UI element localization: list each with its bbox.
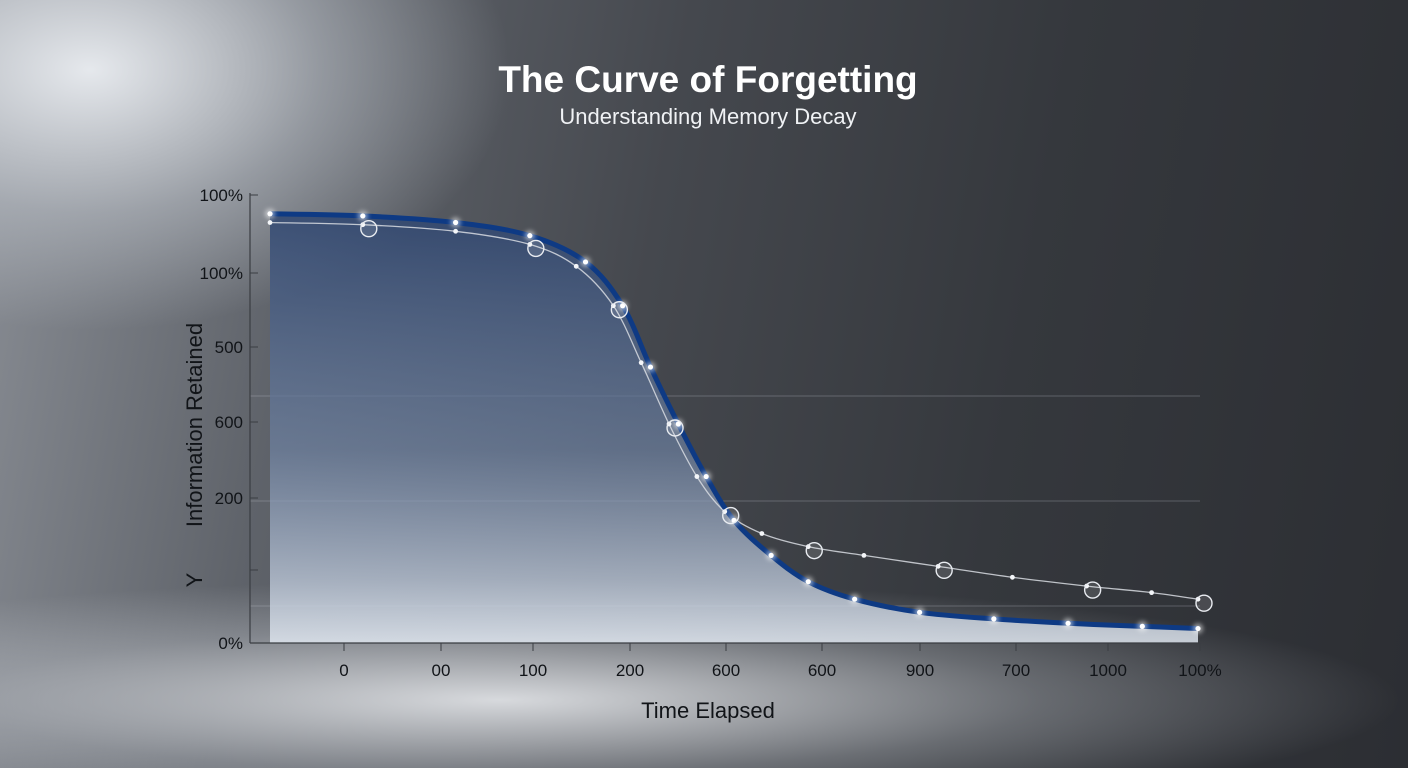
data-point [852,596,858,602]
data-point [991,616,997,622]
x-tick-label: 1000 [1089,661,1127,680]
reference-point [267,220,273,225]
data-point [768,552,774,559]
x-tick-label: 0 [339,661,348,680]
reference-point [759,531,765,536]
memory-bubble-icon [805,541,823,560]
data-point [675,421,681,427]
data-point [1195,625,1201,632]
x-ticks: 0 00 100 200 600 600 900 700 1000 100% [339,643,1222,680]
series-line-retention [267,211,1201,631]
y-tick-label: 600 [215,413,243,432]
reference-point [453,228,458,234]
series-line-reference [269,221,1199,600]
series-layer [267,211,1201,631]
data-point [647,364,654,370]
reference-point [694,474,700,479]
data-point [805,579,811,585]
markers-layer [265,208,1213,634]
y-ticks: 100% 100% 500 600 200 0% [200,186,258,653]
x-tick-label: 700 [1002,661,1030,680]
memory-bubble-icon [722,506,740,525]
data-point [582,259,589,265]
reference-point [573,263,579,269]
y-axis-prefix: Y [182,572,207,587]
x-axis-title: Time Elapsed [641,698,775,723]
chart-subtitle: Understanding Memory Decay [559,104,856,129]
reference-point [638,360,644,366]
data-point [917,609,923,615]
y-tick-label: 200 [215,489,243,508]
y-tick-label: 100% [200,186,243,205]
data-point [453,219,459,226]
data-point [527,233,533,239]
x-tick-label: 200 [616,661,644,680]
y-tick-label: 100% [200,264,243,283]
data-point [1065,620,1071,626]
x-tick-label: 900 [906,661,934,680]
memory-bubble-icon [360,220,378,238]
data-point [267,211,273,217]
reference-point [861,553,867,558]
memory-bubble-icon [527,239,545,258]
memory-bubble-icon [610,301,629,319]
memory-bubble-icon [1195,594,1213,612]
x-tick-label: 00 [432,661,451,680]
data-point [360,213,366,219]
x-tick-label: 100% [1178,661,1221,680]
data-point [1139,623,1145,629]
reference-point [1149,590,1154,596]
memory-bubble-icon [935,561,953,580]
y-tick-label: 0% [218,634,243,653]
chart-title: The Curve of Forgetting [498,59,917,100]
area-under-curve [270,213,1198,644]
x-tick-label: 600 [808,661,836,680]
y-tick-label: 500 [215,338,243,357]
y-axis-title: Information Retained [182,323,207,527]
data-point [703,473,709,480]
reference-point [1010,574,1015,580]
x-tick-label: 100 [519,661,547,680]
memory-bubble-icon [666,419,684,437]
data-point [620,303,626,309]
memory-bubble-icon [1083,581,1102,599]
x-tick-label: 600 [712,661,740,680]
